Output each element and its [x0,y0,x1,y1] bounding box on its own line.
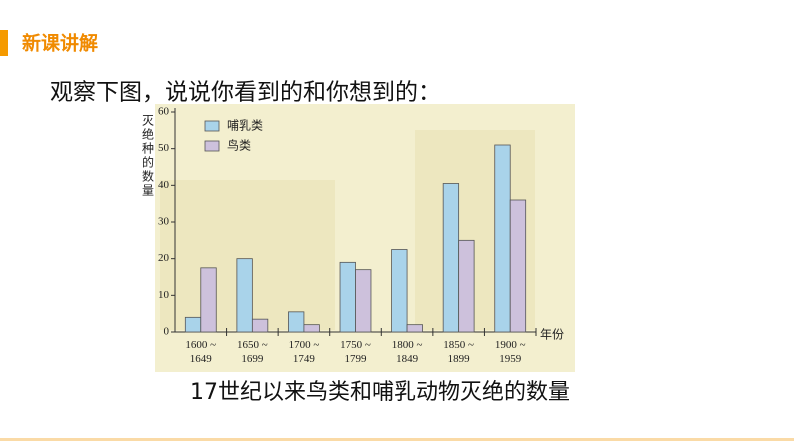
bar [288,311,305,333]
bar [303,324,320,333]
x-tick-label: 1800 ~ 1849 [391,339,423,365]
x-tick-label-box: 1600 ~ 1649 [185,339,217,365]
bar [184,316,202,333]
legend-label: 哺乳类 [227,119,263,133]
bar [458,239,475,333]
legend-swatch [204,120,220,132]
y-tick-label: 20 [158,252,170,264]
bar [494,144,511,333]
y-tick-label: 10 [158,289,170,301]
footer-stripe [0,438,794,441]
bar [200,267,217,333]
bar [406,324,423,333]
x-tick-label: 1850 ~ 1899 [443,339,474,365]
x-tick-label: 1750 ~ 1799 [340,339,371,365]
y-tick-label: 30 [158,216,170,228]
chart-title: 17世纪以来鸟类和哺乳动物灭绝的数量 [190,380,570,405]
y-tick-label: 50 [158,142,170,154]
y-axis-label: 灭绝种的数量 [141,114,155,198]
x-tick-label: 1600 ~ 1649 [185,339,217,365]
bar [339,261,356,333]
x-tick-label: 1650 ~ 1699 [236,339,268,365]
x-tick-label-box: 1900 ~ 1959 [494,339,526,365]
x-tick-label-box: 1800 ~ 1849 [391,339,423,365]
header-accent [0,30,8,56]
bar [509,199,527,333]
bar [251,318,269,333]
x-axis-label: 年份 [540,328,564,342]
x-tick-label: 1900 ~ 1959 [494,339,526,365]
bar [355,269,372,333]
legend-label: 鸟类 [227,138,251,153]
question: 观察下图，说说你看到的和你想到的： [50,80,441,106]
bar [236,258,253,333]
x-tick-label-box: 1750 ~ 1799 [340,339,371,365]
x-tick-label-box: 1700 ~ 1749 [288,339,320,365]
y-tick-label: 0 [164,326,170,338]
y-tick-label: 40 [158,179,170,191]
legend-swatch [204,140,220,152]
x-tick-label: 1700 ~ 1749 [288,339,320,365]
bar [442,183,460,333]
x-tick-label-box: 1850 ~ 1899 [443,339,474,365]
x-tick-label-box: 1650 ~ 1699 [236,339,268,365]
y-tick-label: 60 [158,106,170,118]
bar [391,249,408,333]
header-title: 新课讲解 [22,32,98,55]
